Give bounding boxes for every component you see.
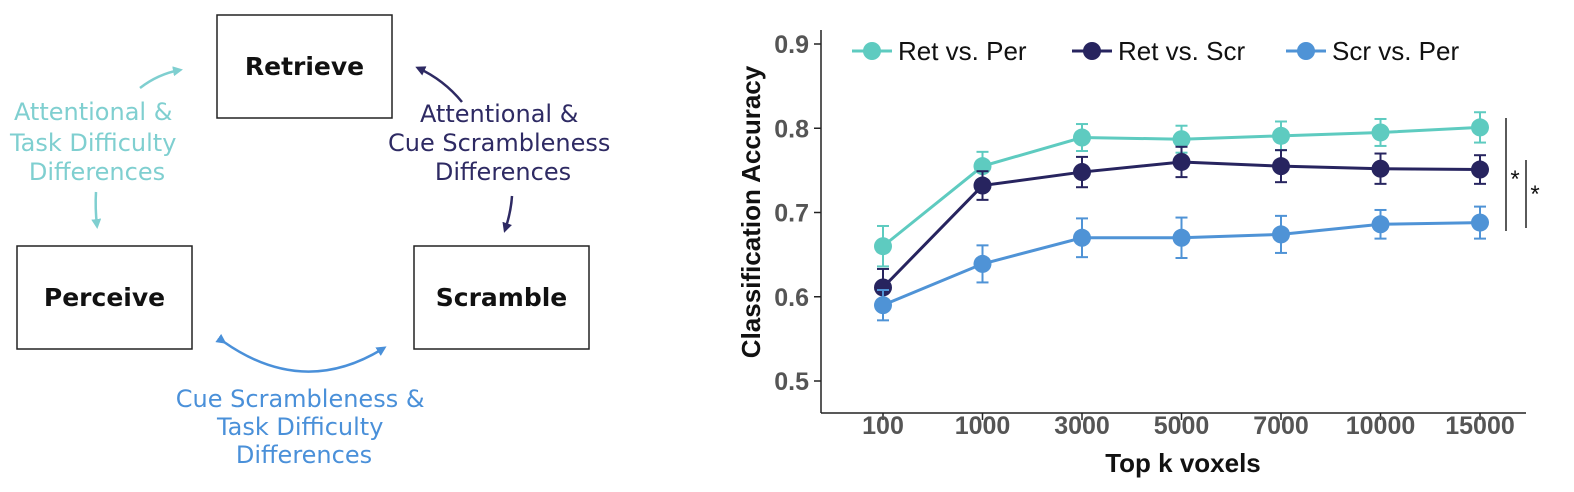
data-point — [1471, 118, 1489, 137]
data-point — [973, 176, 992, 195]
legend-label: Ret vs. Scr — [1118, 36, 1245, 66]
scr-per-difference-label: Cue Scrambleness & Task Difficulty Diffe… — [176, 385, 432, 469]
arrow-to-perceive-teal — [91, 191, 102, 229]
x-tick-label: 100 — [862, 412, 904, 440]
significance-markers: ** — [1505, 118, 1540, 231]
scramble-label: Scramble — [436, 283, 568, 312]
y-axis-title: Classification Accuracy — [736, 65, 766, 358]
x-tick-label: 3000 — [1054, 412, 1110, 440]
x-tick-label: 7000 — [1253, 412, 1309, 440]
data-point — [1471, 213, 1489, 232]
x-tick-label: 15000 — [1445, 412, 1515, 440]
y-tick-label: 0.7 — [774, 200, 809, 228]
data-point — [1272, 225, 1290, 244]
arrow-to-retrieve-navy — [415, 66, 463, 103]
data-point — [1073, 163, 1091, 182]
data-point — [1073, 228, 1091, 247]
data-point — [1371, 159, 1390, 178]
significance-star: * — [1510, 166, 1519, 193]
data-point — [1272, 157, 1290, 176]
data-point — [874, 296, 892, 315]
data-point — [874, 278, 892, 297]
y-tick-label: 0.8 — [774, 115, 809, 143]
x-axis-title: Top k voxels — [1105, 448, 1261, 478]
arrow-to-retrieve-teal — [139, 66, 183, 89]
data-point — [874, 237, 892, 256]
accuracy-line-chart: 0.5 0.6 0.7 0.8 0.9 100 1000 3000 5000 7000 10000 1… — [736, 30, 1540, 478]
data-point — [1272, 126, 1290, 145]
chart-axes: 0.5 0.6 0.7 0.8 0.9 100 1000 3000 5000 7000 10000 1… — [774, 30, 1526, 440]
data-point — [1172, 228, 1191, 247]
series-1 — [874, 145, 1489, 308]
x-tick-label: 1000 — [955, 412, 1011, 440]
y-tick-label: 0.6 — [774, 284, 809, 312]
retrieve-label: Retrieve — [245, 52, 364, 81]
chart-series — [874, 111, 1489, 322]
data-point — [973, 254, 992, 273]
legend-item-2: Scr vs. Per — [1286, 36, 1459, 66]
data-point — [1172, 130, 1191, 149]
perceive-label: Perceive — [44, 283, 165, 312]
retrieve-box: Retrieve — [216, 14, 393, 119]
legend-swatch-point — [1297, 42, 1315, 60]
data-point — [1073, 128, 1091, 147]
arrow-to-scramble-navy — [502, 195, 514, 233]
legend-item-1: Ret vs. Scr — [1072, 36, 1245, 66]
x-tick-label: 10000 — [1346, 412, 1416, 440]
series-0 — [874, 111, 1489, 268]
ret-per-difference-label: Attentional & Task Difficulty Difference… — [9, 98, 184, 186]
arrow-bidirectional-blue — [215, 333, 387, 373]
scramble-box: Scramble — [413, 245, 590, 350]
significance-star: * — [1530, 181, 1539, 208]
data-point — [1371, 123, 1390, 142]
y-tick-label: 0.9 — [774, 31, 809, 59]
legend-label: Scr vs. Per — [1332, 36, 1459, 66]
x-tick-label: 5000 — [1154, 412, 1210, 440]
legend-swatch-point — [863, 42, 881, 60]
legend-swatch-point — [1083, 42, 1101, 60]
data-point — [1471, 160, 1489, 179]
data-point — [1371, 215, 1390, 234]
legend-label: Ret vs. Per — [898, 36, 1027, 66]
y-tick-label: 0.5 — [774, 368, 809, 396]
legend-item-0: Ret vs. Per — [852, 36, 1027, 66]
series-2 — [874, 205, 1489, 322]
ret-scr-difference-label: Attentional & Cue Scrambleness Differenc… — [388, 100, 618, 186]
perceive-box: Perceive — [16, 245, 193, 350]
data-point — [1172, 152, 1191, 171]
contrast-diagram: Retrieve Perceive Scramble Attentional &… — [9, 14, 618, 469]
chart-legend: Ret vs. Per Ret vs. Scr Scr vs. Per — [852, 36, 1459, 66]
